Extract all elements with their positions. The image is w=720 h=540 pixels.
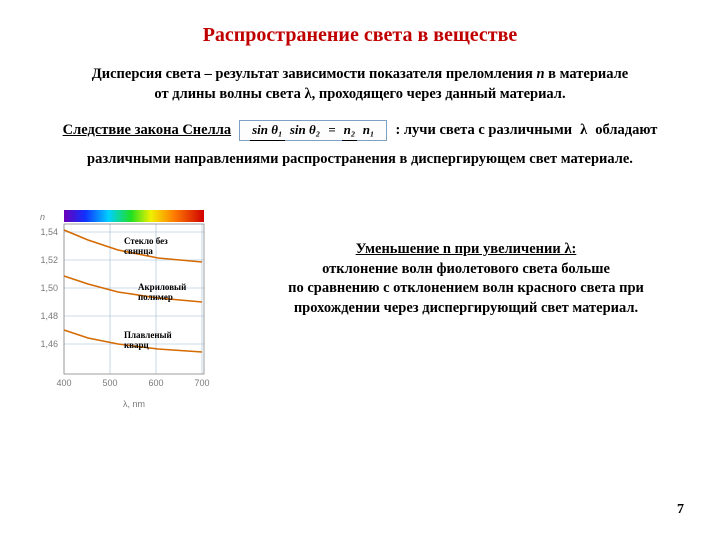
page-number: 7 bbox=[677, 502, 684, 518]
svg-text:1,54: 1,54 bbox=[40, 227, 58, 237]
rt-l1: отклонение волн фиолетового света больше bbox=[322, 261, 610, 277]
para2: различными направлениями распространения… bbox=[28, 151, 692, 168]
rt-n: n bbox=[443, 241, 451, 257]
formula-bot: sin θ₂ bbox=[288, 119, 322, 137]
snell-formula: sin θ₁ sin θ₂ = n₂ n₁ bbox=[239, 120, 387, 141]
svg-text:1,46: 1,46 bbox=[40, 339, 58, 349]
svg-text:λ, nm: λ, nm bbox=[123, 399, 145, 409]
rt-l3: прохождении через диспергирующий свет ма… bbox=[294, 300, 638, 316]
dispersion-chart: 1,54 1,52 1,50 1,48 1,46 400 500 600 700 Стекло б… bbox=[28, 190, 218, 410]
svg-text:1,52: 1,52 bbox=[40, 255, 58, 265]
svg-text:n: n bbox=[40, 212, 45, 222]
intro-1a: Дисперсия света – результат зависимости … bbox=[92, 66, 537, 82]
intro-paragraph: Дисперсия света – результат зависимости … bbox=[28, 65, 692, 104]
svg-text:1,48: 1,48 bbox=[40, 311, 58, 321]
body-row: 1,54 1,52 1,50 1,48 1,46 400 500 600 700 Стекло б… bbox=[28, 190, 692, 410]
svg-text:600: 600 bbox=[148, 378, 163, 388]
page-title: Распространение света в веществе bbox=[28, 24, 692, 47]
formula-eq: = bbox=[328, 123, 335, 136]
intro-2a: от длины волны света bbox=[154, 86, 304, 102]
svg-text:Плавленый: Плавленый bbox=[124, 330, 172, 340]
snell-after2: обладают bbox=[595, 122, 657, 139]
intro-n: n bbox=[536, 66, 544, 82]
svg-text:кварц: кварц bbox=[124, 340, 150, 350]
formula-rbot: n₁ bbox=[361, 119, 377, 137]
intro-1b: в материале bbox=[545, 66, 629, 82]
snell-label: Следствие закона Снелла bbox=[63, 122, 232, 139]
right-text: Уменьшение n при увеличении λ: отклонени… bbox=[240, 190, 692, 318]
intro-lambda: λ bbox=[304, 86, 311, 102]
svg-text:полимер: полимер bbox=[138, 292, 173, 302]
rt-b: при увеличении bbox=[451, 241, 564, 257]
svg-text:Акриловый: Акриловый bbox=[138, 282, 186, 292]
svg-text:700: 700 bbox=[194, 378, 209, 388]
svg-text:свинца: свинца bbox=[124, 246, 153, 256]
rt-l2: по сравнению с отклонением волн красного… bbox=[288, 280, 644, 296]
svg-text:500: 500 bbox=[102, 378, 117, 388]
snell-row: Следствие закона Снелла sin θ₁ sin θ₂ = … bbox=[28, 120, 692, 141]
svg-text:400: 400 bbox=[56, 378, 71, 388]
rt-c: : bbox=[571, 241, 576, 257]
intro-2b: , проходящего через данный материал. bbox=[312, 86, 566, 102]
svg-text:Стекло без: Стекло без bbox=[124, 236, 168, 246]
rt-a: Уменьшение bbox=[356, 241, 443, 257]
formula-rtop: n₂ bbox=[342, 120, 358, 141]
snell-lambda: λ bbox=[580, 122, 587, 139]
snell-after: : лучи света с различными bbox=[395, 122, 572, 139]
formula-top: sin θ₁ bbox=[250, 120, 284, 141]
svg-text:1,50: 1,50 bbox=[40, 283, 58, 293]
